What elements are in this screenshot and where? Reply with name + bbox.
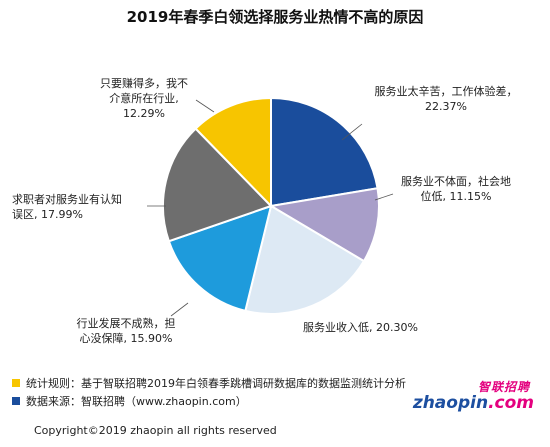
leader-line-1	[374, 193, 394, 201]
label-immature-industry: 行业发展不成熟，担 心没保障, 15.90%	[76, 317, 176, 345]
pie-slice-0	[270, 96, 379, 208]
yellow-square-icon	[12, 379, 20, 387]
label-low-status: 服务业不体面，社会地 位低, 11.15%	[401, 175, 511, 203]
zhaopin-logo: 智联招聘 zhaopin.com	[413, 378, 534, 414]
leader-line-4	[195, 99, 215, 113]
label-low-income: 服务业收入低, 20.30%	[303, 321, 418, 334]
note-stat-rule-text: 统计规则：基于智联招聘2019年白领春季跳槽调研数据库的数据监测统计分析	[26, 377, 406, 390]
note-data-source: 数据来源：智联招聘（www.zhaopin.com）	[12, 392, 432, 410]
leader-line-0	[341, 123, 363, 141]
pie-slice-3	[167, 204, 273, 313]
pie-slice-5	[194, 96, 272, 209]
chart-title: 2019年春季白领选择服务业热情不高的原因	[126, 8, 424, 26]
label-misconception: 求职者对服务业有认知 误区, 17.99%	[12, 193, 122, 221]
pie-slice-1	[268, 187, 380, 263]
copyright: Copyright©2019 zhaopin all rights reserv…	[34, 424, 277, 437]
pie-slice-2	[244, 204, 366, 315]
label-hard-work: 服务业太辛苦，工作体验差， 22.37%	[374, 85, 518, 113]
pie-slice-4	[162, 127, 273, 243]
logo-en-text: zhaopin.com	[412, 393, 534, 413]
blue-square-icon	[12, 397, 20, 405]
leader-line-2	[170, 302, 189, 317]
logo-cn-text: 智联招聘	[477, 380, 530, 394]
footer-notes: 统计规则：基于智联招聘2019年白领春季跳槽调研数据库的数据监测统计分析 数据来…	[12, 374, 432, 410]
label-earn-more: 只要赚得多，我不 介意所在行业, 12.29%	[100, 77, 188, 120]
note-data-source-text: 数据来源：智联招聘（www.zhaopin.com）	[26, 395, 247, 408]
note-stat-rule: 统计规则：基于智联招聘2019年白领春季跳槽调研数据库的数据监测统计分析	[12, 374, 432, 392]
